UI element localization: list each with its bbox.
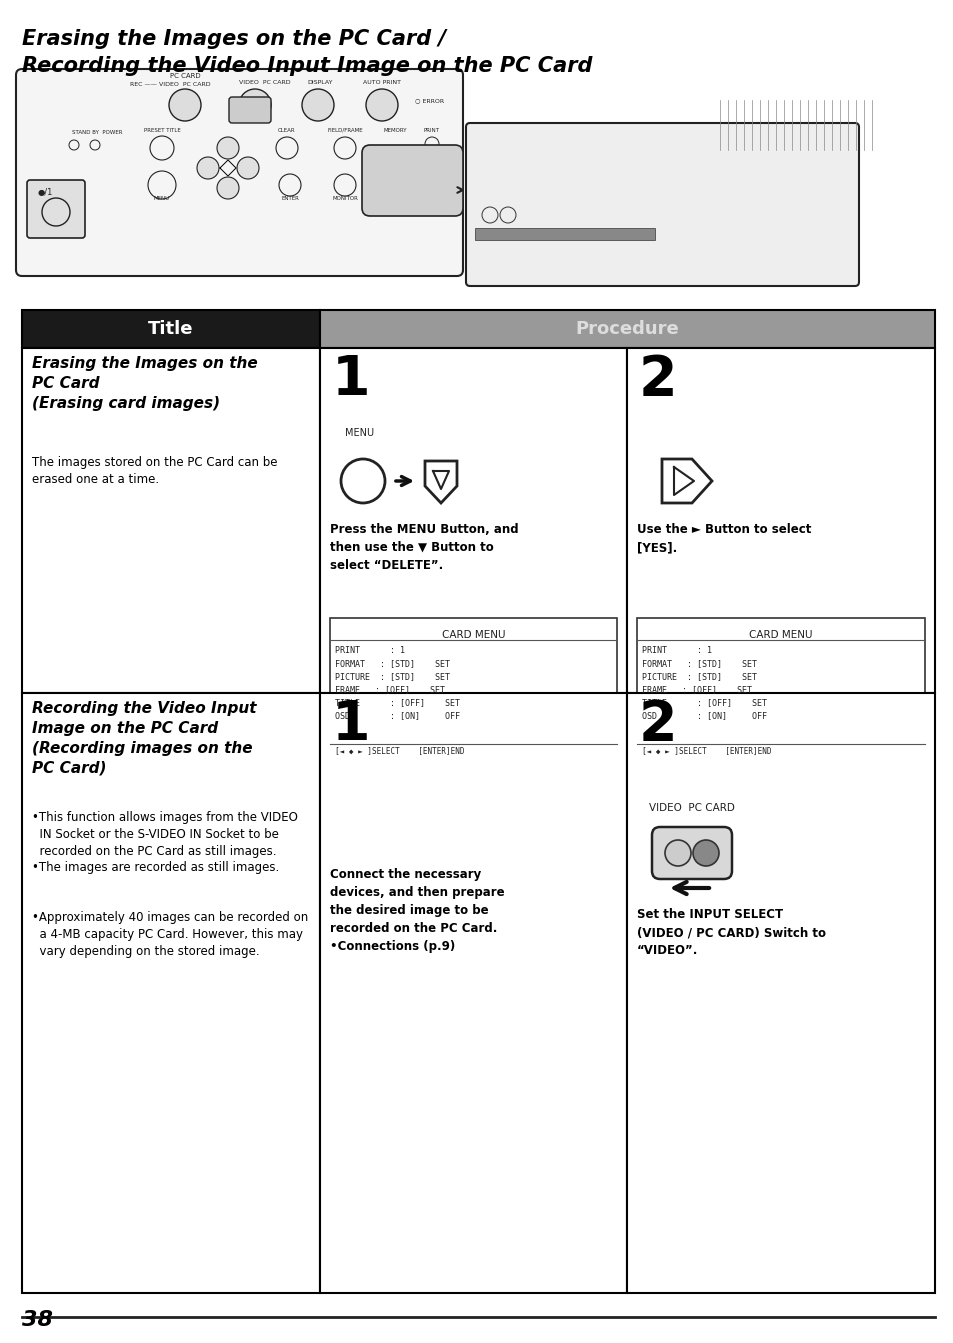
Text: OSD        : [ON]     OFF: OSD : [ON] OFF <box>335 710 459 720</box>
Text: MONITOR: MONITOR <box>332 196 357 201</box>
Text: OSD        : [ON]     OFF: OSD : [ON] OFF <box>641 710 766 720</box>
Bar <box>22 693 319 1293</box>
Text: Title: Title <box>148 320 193 338</box>
Bar <box>475 228 655 240</box>
FancyBboxPatch shape <box>229 97 271 124</box>
Circle shape <box>196 157 219 179</box>
Text: ☑ DELETE    : NO      [YES]: ☑ DELETE : NO [YES] <box>641 727 776 735</box>
FancyBboxPatch shape <box>361 145 462 216</box>
Bar <box>637 618 924 774</box>
Text: 2: 2 <box>639 353 677 407</box>
Text: Erasing the Images on the PC Card /: Erasing the Images on the PC Card / <box>22 30 446 48</box>
Bar <box>626 348 934 693</box>
Text: FORMAT   : [STD]    SET: FORMAT : [STD] SET <box>641 659 757 667</box>
Text: REC —— VIDEO  PC CARD: REC —— VIDEO PC CARD <box>130 82 210 87</box>
Circle shape <box>692 839 719 866</box>
Text: MENU: MENU <box>153 196 170 201</box>
Bar <box>319 310 934 348</box>
Circle shape <box>216 177 239 199</box>
Circle shape <box>366 89 397 121</box>
FancyBboxPatch shape <box>465 124 858 286</box>
Text: PICTURE  : [STD]    SET: PICTURE : [STD] SET <box>335 672 450 681</box>
Text: Set the INPUT SELECT
(VIDEO / PC CARD) Switch to
“VIDEO”.: Set the INPUT SELECT (VIDEO / PC CARD) S… <box>637 908 825 958</box>
Text: [◄ ◆ ► ]SELECT    [ENTER]END: [◄ ◆ ► ]SELECT [ENTER]END <box>641 745 771 755</box>
Bar <box>626 693 934 1293</box>
Text: ●/1: ●/1 <box>38 188 53 197</box>
Text: 2: 2 <box>639 698 677 752</box>
Text: PRINT      : 1: PRINT : 1 <box>335 646 405 655</box>
Text: TITLE      : [OFF]    SET: TITLE : [OFF] SET <box>335 698 459 706</box>
Text: FORMAT   : [STD]    SET: FORMAT : [STD] SET <box>335 659 450 667</box>
Circle shape <box>216 137 239 158</box>
Circle shape <box>302 89 334 121</box>
Text: FIELD/FRAME: FIELD/FRAME <box>327 128 362 133</box>
Text: VIDEO  PC CARD: VIDEO PC CARD <box>239 81 291 85</box>
Text: Recording the Video Input Image on the PC Card: Recording the Video Input Image on the P… <box>22 56 592 77</box>
Text: Connect the necessary
devices, and then prepare
the desired image to be
recorded: Connect the necessary devices, and then … <box>330 868 504 954</box>
Text: 1: 1 <box>332 353 370 407</box>
Text: Erasing the Images on the
PC Card
(Erasing card images): Erasing the Images on the PC Card (Erasi… <box>32 356 257 411</box>
Text: PC CARD: PC CARD <box>170 73 200 79</box>
Circle shape <box>169 89 201 121</box>
Text: PICTURE  : [STD]    SET: PICTURE : [STD] SET <box>641 672 757 681</box>
Text: CARD MENU: CARD MENU <box>441 630 505 641</box>
Text: DISPLAY: DISPLAY <box>307 81 333 85</box>
Bar <box>638 727 923 740</box>
Text: •This function allows images from the VIDEO
  IN Socket or the S-VIDEO IN Socket: •This function allows images from the VI… <box>32 811 297 858</box>
Text: VIDEO  PC CARD: VIDEO PC CARD <box>648 803 734 813</box>
Bar <box>22 310 319 348</box>
Bar <box>22 348 319 693</box>
Text: AUTO PRINT: AUTO PRINT <box>363 81 400 85</box>
Text: •Approximately 40 images can be recorded on
  a 4-MB capacity PC Card. However, : •Approximately 40 images can be recorded… <box>32 911 308 958</box>
Text: ENTER: ENTER <box>281 196 298 201</box>
Text: CLEAR: CLEAR <box>278 128 295 133</box>
Text: Procedure: Procedure <box>575 320 679 338</box>
Circle shape <box>239 89 271 121</box>
Text: TITLE      : [OFF]    SET: TITLE : [OFF] SET <box>641 698 766 706</box>
Bar <box>331 727 616 740</box>
Bar <box>330 618 617 774</box>
Text: Press the MENU Button, and
then use the ▼ Button to
select “DELETE”.: Press the MENU Button, and then use the … <box>330 522 518 572</box>
Text: PRESET TITLE: PRESET TITLE <box>144 128 180 133</box>
Text: Recording the Video Input
Image on the PC Card
(Recording images on the
PC Card): Recording the Video Input Image on the P… <box>32 701 256 775</box>
Text: The images stored on the PC Card can be
erased one at a time.: The images stored on the PC Card can be … <box>32 457 277 486</box>
Circle shape <box>236 157 258 179</box>
Text: MEMORY: MEMORY <box>383 128 406 133</box>
Bar <box>319 348 626 693</box>
Circle shape <box>664 839 690 866</box>
Text: •The images are recorded as still images.: •The images are recorded as still images… <box>32 861 279 874</box>
Text: PRINT: PRINT <box>423 128 439 133</box>
FancyBboxPatch shape <box>27 180 85 238</box>
Text: PRINT      : 1: PRINT : 1 <box>641 646 711 655</box>
FancyBboxPatch shape <box>16 68 462 277</box>
Text: Use the ► Button to select
[YES].: Use the ► Button to select [YES]. <box>637 522 810 555</box>
Text: ○ ERROR: ○ ERROR <box>415 98 444 103</box>
Text: 1: 1 <box>332 698 370 752</box>
Text: STAND BY  POWER: STAND BY POWER <box>71 130 122 136</box>
Text: MENU: MENU <box>345 428 374 438</box>
Text: 38: 38 <box>22 1309 53 1330</box>
Text: FRAME   : [OFF]    SET: FRAME : [OFF] SET <box>641 685 751 694</box>
Bar <box>319 693 626 1293</box>
Text: [◄ ◆ ► ]SELECT    [ENTER]END: [◄ ◆ ► ]SELECT [ENTER]END <box>335 745 464 755</box>
Text: CARD MENU: CARD MENU <box>748 630 812 641</box>
Text: ☑ DELETE    : [NO]     YES: ☑ DELETE : [NO] YES <box>335 727 464 735</box>
FancyBboxPatch shape <box>651 827 731 880</box>
Text: FRAME   : [OFF]    SET: FRAME : [OFF] SET <box>335 685 444 694</box>
